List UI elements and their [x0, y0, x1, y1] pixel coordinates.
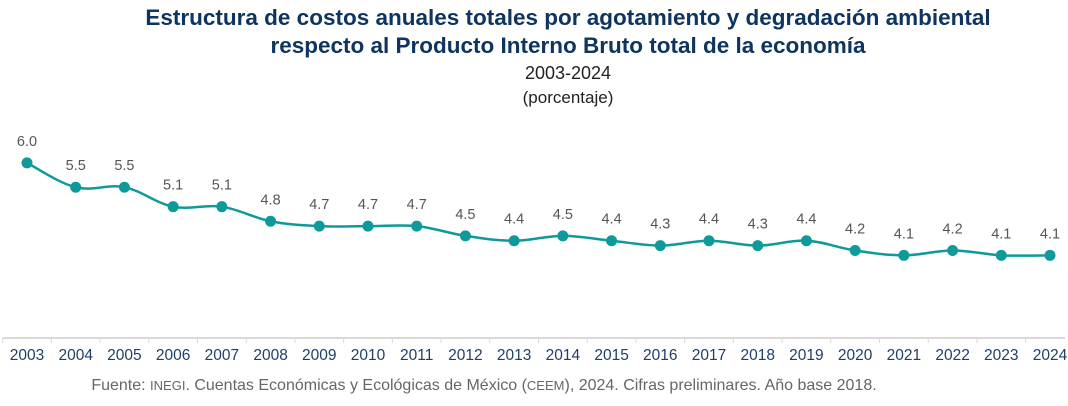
chart-subtitle: 2003-2024: [524, 63, 612, 83]
data-label-2005: 5.5: [114, 158, 134, 174]
series-line: [26, 161, 1051, 257]
data-label-2007: 5.1: [212, 178, 232, 194]
x-tick-label-2005: 2005: [107, 347, 141, 364]
source-org: INEGI: [150, 378, 186, 393]
data-point-2019: [800, 235, 812, 247]
data-point-2018: [752, 240, 764, 252]
x-tick-label-2015: 2015: [594, 347, 628, 364]
x-tick-label-2008: 2008: [253, 347, 287, 364]
source-prefix: Fuente:: [91, 377, 151, 394]
chart-unit: (porcentaje): [522, 88, 614, 107]
x-tick-label-2016: 2016: [643, 347, 677, 364]
x-tick-label-2024: 2024: [1033, 347, 1068, 364]
data-point-2006: [167, 201, 179, 213]
data-label-2010: 4.7: [358, 197, 378, 213]
data-label-2018: 4.3: [748, 217, 768, 233]
data-label-2013: 4.4: [504, 212, 524, 228]
data-point-2007: [216, 201, 228, 213]
data-point-2022: [947, 244, 959, 256]
x-tick-label-2004: 2004: [58, 347, 93, 364]
x-tick-label-2003: 2003: [10, 347, 44, 364]
data-point-2005: [118, 181, 130, 193]
data-point-2016: [654, 240, 666, 252]
data-point-2024: [1044, 249, 1056, 261]
data-point-2020: [849, 244, 861, 256]
x-tick-label-2012: 2012: [448, 347, 482, 364]
data-label-2008: 4.8: [260, 192, 280, 208]
data-label-2021: 4.1: [894, 226, 914, 242]
x-tick-label-2018: 2018: [740, 347, 774, 364]
data-label-2016: 4.3: [650, 217, 670, 233]
data-point-2010: [362, 220, 374, 232]
x-tick-label-2007: 2007: [205, 347, 239, 364]
data-label-2009: 4.7: [309, 197, 329, 213]
x-tick-label-2009: 2009: [302, 347, 336, 364]
data-point-2015: [606, 235, 618, 247]
x-tick-label-2019: 2019: [789, 347, 823, 364]
x-tick-label-2011: 2011: [400, 347, 433, 364]
data-point-2017: [703, 235, 715, 247]
data-point-2009: [313, 220, 325, 232]
data-label-2024: 4.1: [1040, 226, 1060, 242]
data-label-2019: 4.4: [796, 212, 816, 228]
data-label-2023: 4.1: [991, 226, 1011, 242]
data-label-2020: 4.2: [845, 221, 865, 237]
data-point-2021: [898, 249, 910, 261]
data-label-2012: 4.5: [455, 207, 475, 223]
x-tick-label-2014: 2014: [546, 347, 581, 364]
source-acronym: CEEM: [526, 378, 565, 393]
chart-title-line-1: Estructura de costos anuales totales por…: [145, 5, 991, 30]
data-label-2022: 4.2: [942, 221, 962, 237]
data-label-2014: 4.5: [553, 207, 573, 223]
x-tick-label-2013: 2013: [497, 347, 531, 364]
data-point-2004: [70, 181, 82, 193]
x-tick-label-2023: 2023: [984, 347, 1018, 364]
x-tick-label-2021: 2021: [887, 347, 921, 364]
x-tick-label-2010: 2010: [351, 347, 386, 364]
data-label-2017: 4.4: [699, 212, 719, 228]
source-note: Fuente: INEGI. Cuentas Económicas y Ecol…: [0, 377, 968, 395]
chart-title-line-2: respecto al Producto Interno Bruto total…: [270, 33, 866, 58]
x-tick-label-2020: 2020: [838, 347, 873, 364]
data-point-2013: [508, 235, 520, 247]
data-label-2006: 5.1: [163, 178, 183, 194]
data-point-2014: [557, 230, 569, 242]
source-middle: . Cuentas Económicas y Ecológicas de Méx…: [185, 377, 527, 394]
data-label-2004: 5.5: [66, 158, 86, 174]
data-label-2011: 4.7: [407, 197, 427, 213]
data-label-2003: 6.0: [17, 134, 37, 150]
x-tick-label-2006: 2006: [156, 347, 190, 364]
x-tick-label-2017: 2017: [692, 347, 726, 364]
data-point-2012: [459, 230, 471, 242]
data-point-2011: [411, 220, 423, 232]
source-suffix: ), 2024. Cifras preliminares. Año base 2…: [564, 377, 877, 394]
data-point-2008: [265, 215, 277, 227]
data-label-2015: 4.4: [601, 212, 621, 228]
x-tick-label-2022: 2022: [935, 347, 969, 364]
data-point-2023: [995, 249, 1007, 261]
data-point-2003: [21, 157, 33, 169]
